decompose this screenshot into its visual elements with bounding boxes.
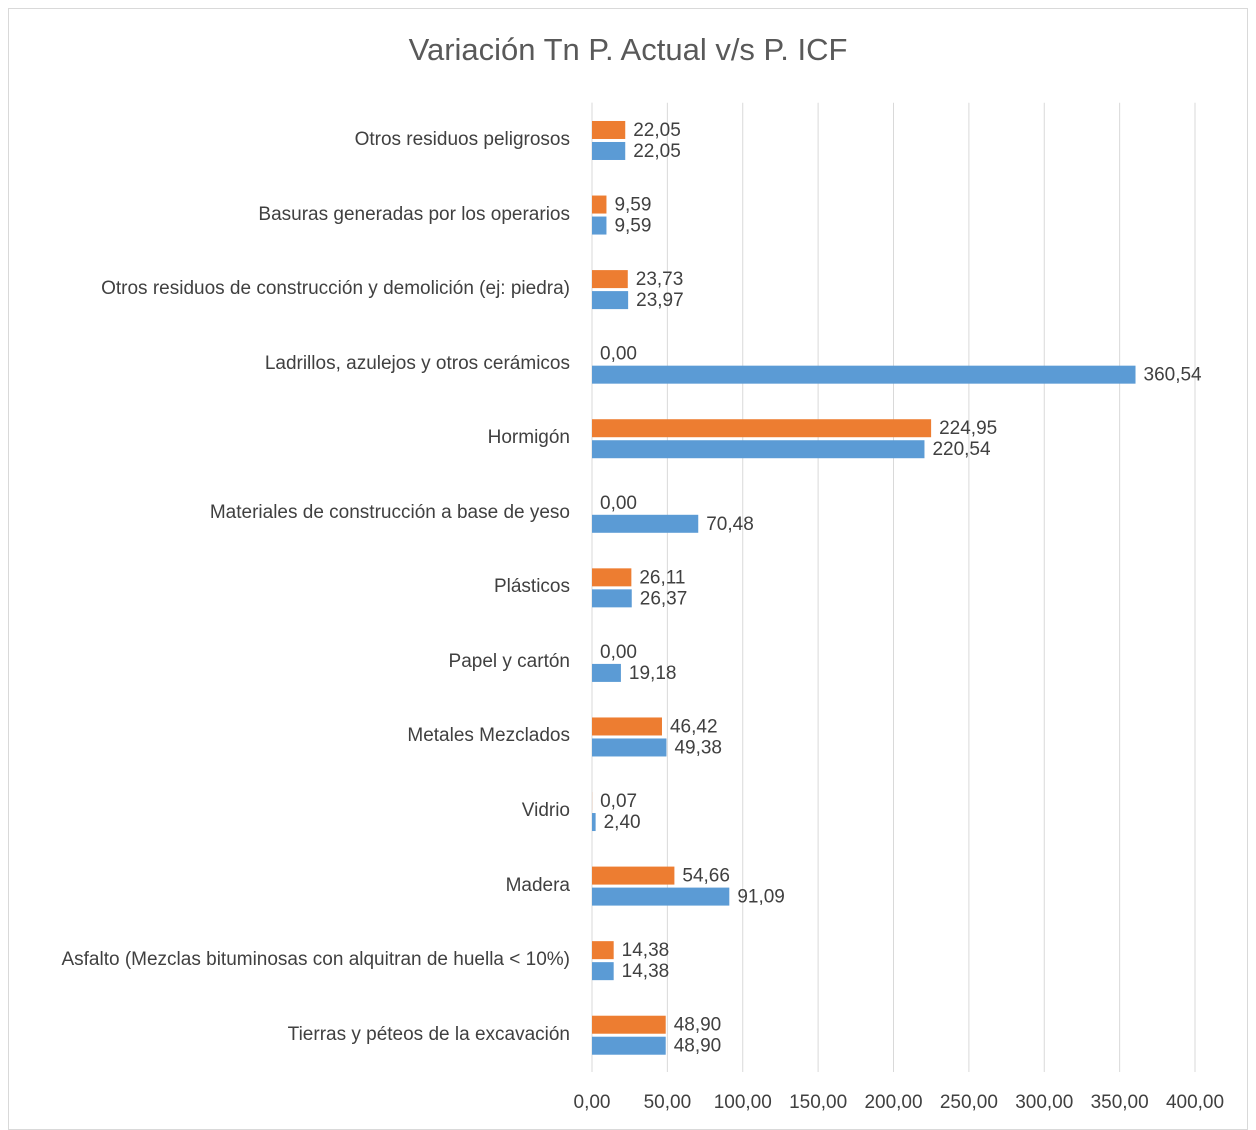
y-tick-label: Plásticos xyxy=(493,576,570,598)
y-tick-label: Otros residuos peligrosos xyxy=(354,128,570,150)
y-tick-label: Asfalto (Mezclas bituminosas con alquitr… xyxy=(61,949,570,971)
data-label: 0,07 xyxy=(600,791,637,812)
bar xyxy=(592,887,730,906)
x-tick-label: 0,00 xyxy=(574,1092,611,1113)
y-tick-label: Otros residuos de construcción y demolic… xyxy=(101,278,570,300)
y-tick-label: Ladrillos, azulejos y otros cerámicos xyxy=(264,352,570,374)
data-label: 48,90 xyxy=(674,1036,722,1057)
bar xyxy=(592,216,607,235)
y-tick-label-box: Tierras y péteos de la excavación xyxy=(0,1023,570,1047)
bar xyxy=(592,813,596,832)
bar xyxy=(592,962,614,981)
y-tick-label: Basuras generadas por los operarios xyxy=(258,203,570,225)
y-tick-label-box: Ladrillos, azulejos y otros cerámicos xyxy=(0,352,570,376)
y-tick-label-box: Madera xyxy=(0,874,570,898)
chart-title: Variación Tn P. Actual v/s P. ICF xyxy=(409,32,848,67)
data-label: 0,00 xyxy=(600,642,637,663)
bar xyxy=(592,365,1136,384)
data-label: 26,11 xyxy=(639,567,685,588)
data-label: 0,00 xyxy=(600,493,637,514)
x-tick-label: 200,00 xyxy=(864,1092,922,1113)
y-tick-label: Materiales de construcción a base de yes… xyxy=(209,501,570,523)
x-tick-label: 250,00 xyxy=(940,1092,998,1113)
bar xyxy=(592,717,662,736)
y-tick-label-box: Plásticos xyxy=(0,575,570,599)
y-tick-label-box: Asfalto (Mezclas bituminosas con alquitr… xyxy=(0,948,570,972)
data-label: 9,59 xyxy=(614,216,651,237)
x-tick-label: 100,00 xyxy=(714,1092,772,1113)
y-tick-label-box: Materiales de construcción a base de yes… xyxy=(0,501,570,525)
data-label: 19,18 xyxy=(629,663,677,684)
y-tick-label-box: Hormigón xyxy=(0,426,570,450)
x-tick-label: 400,00 xyxy=(1166,1092,1224,1113)
bar xyxy=(592,291,629,310)
bar xyxy=(592,866,675,885)
data-label: 22,05 xyxy=(633,120,681,141)
data-label: 23,73 xyxy=(636,269,684,290)
bar xyxy=(592,419,932,438)
data-label: 26,37 xyxy=(640,588,688,609)
data-label: 14,38 xyxy=(622,940,670,961)
y-tick-label-box: Otros residuos peligrosos xyxy=(0,128,570,152)
bar xyxy=(592,1015,666,1034)
bar xyxy=(592,941,614,960)
data-label: 14,38 xyxy=(622,961,670,982)
bar xyxy=(592,195,607,214)
bar xyxy=(592,663,621,682)
data-label: 54,66 xyxy=(682,866,730,887)
data-label: 49,38 xyxy=(674,737,722,758)
data-label: 220,54 xyxy=(932,439,991,460)
y-tick-label-box: Papel y cartón xyxy=(0,650,570,674)
data-label: 48,90 xyxy=(674,1015,722,1036)
data-label: 0,00 xyxy=(600,344,637,365)
y-tick-label: Madera xyxy=(505,874,570,896)
bar xyxy=(592,1036,666,1055)
data-label: 224,95 xyxy=(939,418,997,439)
data-label: 23,97 xyxy=(636,290,684,311)
data-label: 2,40 xyxy=(604,812,641,833)
bar xyxy=(592,141,626,160)
y-tick-label-box: Metales Mezclados xyxy=(0,724,570,748)
y-tick-label: Metales Mezclados xyxy=(407,725,570,747)
bar xyxy=(592,589,632,608)
bar xyxy=(592,120,626,139)
y-tick-label-box: Vidrio xyxy=(0,799,570,823)
bar xyxy=(592,440,925,459)
y-tick-label: Hormigón xyxy=(487,427,570,449)
y-tick-label-box: Otros residuos de construcción y demolic… xyxy=(0,277,570,301)
data-label: 91,09 xyxy=(737,887,785,908)
x-tick-label: 50,00 xyxy=(644,1092,692,1113)
y-tick-label: Tierras y péteos de la excavación xyxy=(287,1023,570,1045)
data-label: 9,59 xyxy=(614,195,651,216)
x-tick-label: 300,00 xyxy=(1015,1092,1073,1113)
bar xyxy=(592,514,699,533)
x-tick-label: 350,00 xyxy=(1091,1092,1149,1113)
bar xyxy=(592,738,667,757)
bar xyxy=(592,270,628,289)
data-label: 22,05 xyxy=(633,141,681,162)
data-label: 46,42 xyxy=(670,716,718,737)
x-tick-label: 150,00 xyxy=(789,1092,847,1113)
data-label: 70,48 xyxy=(706,514,754,535)
y-tick-label-box: Basuras generadas por los operarios xyxy=(0,203,570,227)
bar xyxy=(592,568,632,587)
y-tick-label: Papel y cartón xyxy=(448,650,570,672)
data-label: 360,54 xyxy=(1144,365,1203,386)
y-tick-label: Vidrio xyxy=(521,800,570,822)
